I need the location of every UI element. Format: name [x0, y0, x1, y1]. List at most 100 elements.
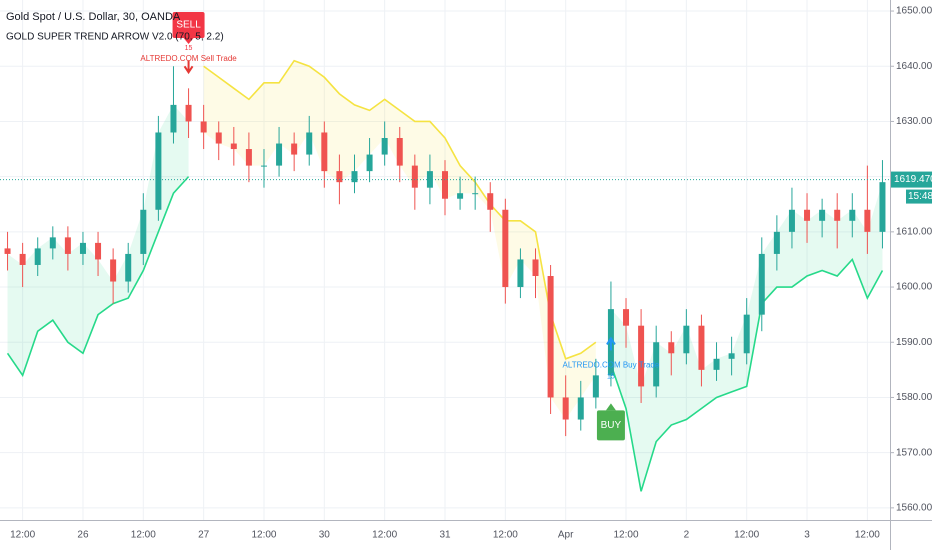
candle-body	[547, 276, 554, 398]
candle-body	[351, 171, 358, 183]
candle-body	[592, 375, 599, 398]
x-tick-label: 12:00	[493, 530, 518, 541]
signal-label: SELL	[176, 20, 201, 31]
candle-body	[743, 314, 750, 354]
signal-pointer	[183, 38, 194, 44]
candle-body	[457, 193, 464, 199]
signal-note: ALTREDO.COM Sell Trade	[140, 54, 237, 63]
candle-body	[381, 138, 388, 155]
x-tick-label: 27	[198, 530, 210, 541]
candle-body	[396, 138, 403, 166]
candle-body	[79, 242, 86, 254]
candle-body	[366, 154, 373, 172]
candle-body	[64, 237, 71, 254]
candle-body	[125, 253, 132, 282]
candle-body	[879, 182, 886, 232]
candle-body	[185, 104, 192, 122]
x-tick-label: 12:00	[251, 530, 276, 541]
candle-body	[245, 149, 252, 166]
last-price-box	[891, 171, 932, 188]
y-tick-label: 1580.000	[896, 392, 932, 403]
y-tick-label: 1600.000	[896, 282, 932, 293]
candle-body	[321, 132, 328, 172]
x-tick-label: 12:00	[614, 530, 639, 541]
candle-body	[291, 143, 298, 155]
candle-body	[562, 397, 569, 420]
supertrend-line	[6, 176, 884, 492]
x-tick-label: 12:00	[855, 530, 880, 541]
chart-title: Gold Spot / U.S. Dollar, 30, OANDA	[6, 11, 181, 23]
candle-body	[442, 171, 448, 199]
y-tick-label: 1640.000	[896, 61, 932, 72]
countdown-box	[906, 189, 932, 204]
x-tick-label: 3	[804, 530, 810, 541]
signal-arrow	[606, 336, 616, 351]
y-tick-label: 1560.000	[896, 502, 932, 513]
indicator-label: GOLD SUPER TREND ARROW V2.0 (70, 5, 2.2)	[6, 32, 224, 43]
axis-layer: 1560.000 1570.000 1580.000 1590.000 1600.000…	[0, 6, 932, 541]
candle-body	[517, 259, 524, 288]
signal: ALTREDO.COM Buy Trade 15 BUY	[563, 336, 660, 441]
candle-body	[804, 209, 811, 221]
candle-body	[623, 309, 630, 326]
x-tick-label: 31	[439, 530, 451, 541]
candle-body	[19, 253, 26, 265]
signal-tag: 15	[185, 45, 193, 52]
candle-body	[698, 325, 705, 370]
signal-label: BUY	[601, 420, 622, 431]
x-tick-label: Apr	[558, 530, 574, 541]
candle-body	[260, 165, 267, 167]
signal-badge	[596, 410, 625, 441]
candle-body	[502, 209, 509, 288]
candle-body	[788, 209, 795, 232]
candle-body	[34, 248, 41, 265]
signal-pointer	[605, 403, 616, 411]
candle-body	[668, 342, 675, 354]
candle-body	[728, 353, 735, 359]
candle-body	[230, 143, 237, 150]
x-tick-label: 26	[77, 530, 89, 541]
signal-arrow	[183, 60, 194, 75]
candle-body	[140, 209, 147, 254]
supertrend-line	[203, 59, 597, 360]
candle-body	[758, 253, 765, 315]
candle-body	[170, 104, 177, 133]
candle-body	[653, 342, 660, 387]
x-tick-label: 12:00	[131, 530, 156, 541]
candle-body	[95, 242, 102, 260]
candle-body	[411, 165, 418, 188]
candle-body	[864, 209, 871, 232]
candle-body	[200, 121, 207, 133]
candle-body	[110, 259, 117, 282]
y-tick-label: 1610.000	[896, 226, 932, 237]
candle-body	[4, 248, 11, 254]
signal-badge	[172, 12, 205, 38]
candle-body	[215, 132, 222, 144]
candle-body	[773, 231, 780, 254]
signal-layer: SELL 15 ALTREDO.COM Sell Trade ALTREDO.COM …	[140, 12, 660, 441]
candle-body	[713, 358, 720, 370]
candle-body	[683, 325, 690, 354]
y-tick-label: 1590.000	[896, 337, 932, 348]
x-tick-label: 12:00	[10, 530, 35, 541]
y-tick-label: 1630.000	[896, 116, 932, 127]
candle-body	[155, 132, 162, 210]
candle-body	[532, 259, 539, 277]
trend-fill	[7, 104, 189, 376]
candle-body	[336, 171, 343, 183]
x-tick-label: 2	[684, 530, 690, 541]
candle-body	[276, 143, 283, 166]
signal: SELL 15 ALTREDO.COM Sell Trade	[140, 12, 237, 75]
candle-body	[849, 209, 856, 221]
last-price-label: 1619.470	[894, 174, 932, 185]
x-tick-label: 30	[319, 530, 331, 541]
x-tick-label: 12:00	[372, 530, 397, 541]
candle-body	[638, 325, 645, 387]
candle-body	[487, 193, 494, 210]
y-tick-label: 1570.000	[896, 447, 932, 458]
candle-body	[577, 397, 584, 420]
signal-note: ALTREDO.COM Buy Trade	[563, 361, 660, 370]
